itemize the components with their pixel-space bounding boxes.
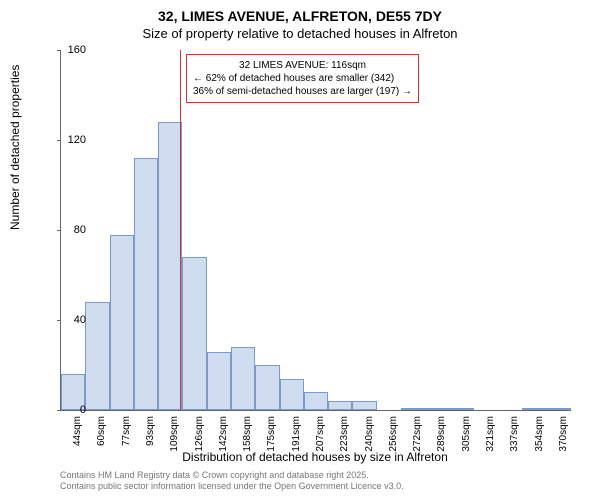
histogram-bar — [85, 302, 109, 410]
annotation-line: 32 LIMES AVENUE: 116sqm — [193, 59, 412, 72]
y-tick-label: 120 — [68, 134, 86, 146]
histogram-bar — [255, 365, 279, 410]
x-tick-label: 256sqm — [388, 416, 399, 464]
x-tick-label: 158sqm — [242, 416, 253, 464]
footer-attribution: Contains HM Land Registry data © Crown c… — [60, 470, 404, 492]
x-tick-label: 77sqm — [121, 416, 132, 464]
x-tick-label: 175sqm — [266, 416, 277, 464]
histogram-bar — [328, 401, 352, 410]
x-tick-label: 44sqm — [72, 416, 83, 464]
annotation-box: 32 LIMES AVENUE: 116sqm← 62% of detached… — [186, 54, 419, 103]
histogram-bar — [401, 408, 425, 410]
y-axis-label: Number of detached properties — [8, 65, 22, 230]
histogram-bar — [182, 257, 206, 410]
x-tick-label: 191sqm — [291, 416, 302, 464]
x-tick-label: 337sqm — [509, 416, 520, 464]
histogram-bar — [134, 158, 158, 410]
y-tick-mark — [57, 230, 61, 231]
x-tick-label: 60sqm — [96, 416, 107, 464]
histogram-bar — [352, 401, 376, 410]
x-tick-label: 93sqm — [145, 416, 156, 464]
plot-region: 32 LIMES AVENUE: 116sqm← 62% of detached… — [60, 50, 571, 411]
x-tick-label: 207sqm — [315, 416, 326, 464]
x-tick-label: 305sqm — [461, 416, 472, 464]
histogram-bar — [304, 392, 328, 410]
x-tick-label: 370sqm — [558, 416, 569, 464]
x-tick-label: 240sqm — [364, 416, 375, 464]
histogram-bar — [522, 408, 546, 410]
y-tick-mark — [57, 410, 61, 411]
y-tick-mark — [57, 50, 61, 51]
histogram-bar — [110, 235, 134, 411]
chart-title: 32, LIMES AVENUE, ALFRETON, DE55 7DY — [0, 0, 600, 24]
y-tick-label: 0 — [80, 404, 86, 416]
histogram-bar — [450, 408, 474, 410]
y-tick-label: 40 — [74, 314, 86, 326]
x-tick-label: 109sqm — [169, 416, 180, 464]
annotation-line: 36% of semi-detached houses are larger (… — [193, 85, 412, 98]
chart-subtitle: Size of property relative to detached ho… — [0, 24, 600, 41]
y-tick-mark — [57, 140, 61, 141]
x-tick-label: 354sqm — [534, 416, 545, 464]
histogram-bar — [547, 408, 571, 410]
y-tick-label: 160 — [68, 44, 86, 56]
y-tick-label: 80 — [74, 224, 86, 236]
histogram-bar — [231, 347, 255, 410]
histogram-bar — [425, 408, 449, 410]
histogram-bar — [158, 122, 182, 410]
histogram-bar — [280, 379, 304, 411]
x-tick-label: 223sqm — [339, 416, 350, 464]
chart-area: 32 LIMES AVENUE: 116sqm← 62% of detached… — [60, 50, 570, 410]
x-tick-label: 142sqm — [218, 416, 229, 464]
x-tick-label: 321sqm — [485, 416, 496, 464]
footer-line-2: Contains public sector information licen… — [60, 481, 404, 492]
x-tick-label: 126sqm — [194, 416, 205, 464]
y-tick-mark — [57, 320, 61, 321]
reference-line — [180, 50, 181, 410]
x-tick-label: 272sqm — [412, 416, 423, 464]
annotation-line: ← 62% of detached houses are smaller (34… — [193, 72, 412, 85]
chart-container: 32, LIMES AVENUE, ALFRETON, DE55 7DY Siz… — [0, 0, 600, 500]
histogram-bar — [207, 352, 231, 411]
x-tick-label: 289sqm — [436, 416, 447, 464]
footer-line-1: Contains HM Land Registry data © Crown c… — [60, 470, 404, 481]
